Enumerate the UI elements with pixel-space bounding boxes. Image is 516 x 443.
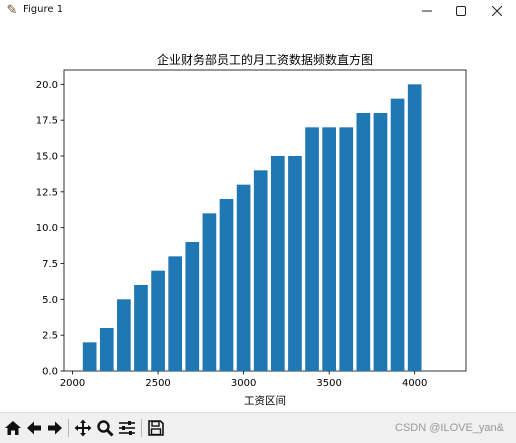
histogram-bar — [202, 213, 217, 371]
save-floppy-icon — [148, 420, 164, 436]
histogram-bar — [253, 170, 268, 371]
matplotlib-toolbar: CSDN @ILOVE_yan& — [0, 412, 516, 443]
histogram-bar — [288, 156, 302, 371]
histogram-bar — [168, 256, 183, 371]
figure-canvas: 企业财务部员工的月工资数据频数直方图 0.0 2.5 5.0 7.5 10.0 12.5 1… — [0, 21, 516, 412]
pan-move-icon — [74, 419, 92, 437]
zoom-button[interactable] — [94, 417, 116, 439]
bar-chart: 企业财务部员工的月工资数据频数直方图 0.0 2.5 5.0 7.5 10.0 12.5 1… — [36, 52, 467, 407]
histogram-bar — [185, 242, 200, 371]
histogram-bar — [151, 270, 165, 371]
zoom-magnifier-icon — [97, 420, 114, 437]
back-button[interactable] — [23, 417, 45, 439]
close-icon — [492, 5, 502, 16]
home-button[interactable] — [2, 417, 24, 439]
y-tick-label: 17.5 — [36, 116, 58, 127]
y-tick-label: 5.0 — [42, 295, 58, 306]
toolbar-separator — [68, 419, 69, 437]
histogram-bar — [219, 199, 234, 371]
chart-title: 企业财务部员工的月工资数据频数直方图 — [157, 52, 373, 67]
histogram-bar — [134, 285, 148, 371]
x-tick-label: 2500 — [145, 378, 170, 389]
y-tick-label: 20.0 — [36, 80, 58, 91]
minimize-icon — [422, 10, 432, 11]
figure-app-icon: ✎ — [6, 3, 18, 18]
x-tick-label: 3000 — [231, 378, 256, 389]
y-tick-label: 7.5 — [42, 259, 58, 270]
x-tick-label: 2000 — [60, 378, 85, 389]
configure-subplots-button[interactable] — [116, 417, 138, 439]
window-title: Figure 1 — [23, 4, 64, 15]
x-axis-label: 工资区间 — [244, 394, 286, 407]
save-button[interactable] — [145, 417, 167, 439]
watermark-text: CSDN @ILOVE_yan& — [395, 422, 504, 434]
histogram-bar — [270, 156, 285, 371]
histogram-bar — [305, 127, 319, 371]
histogram-bar — [373, 113, 388, 371]
histogram-bar — [117, 299, 131, 371]
toolbar-separator — [141, 419, 142, 437]
histogram-bar — [356, 113, 371, 371]
configure-subplots-icon — [119, 421, 135, 435]
histogram-bar — [339, 127, 354, 371]
maximize-icon — [456, 5, 466, 16]
y-tick-label: 10.0 — [36, 223, 58, 234]
close-button[interactable] — [480, 0, 514, 21]
histogram-bar — [82, 342, 97, 371]
y-tick-label: 15.0 — [36, 152, 58, 163]
x-tick-label: 3500 — [316, 378, 341, 389]
x-tick-label: 4000 — [402, 378, 427, 389]
forward-button[interactable] — [44, 417, 66, 439]
forward-arrow-icon — [48, 421, 62, 435]
window-titlebar: ✎ Figure 1 — [0, 0, 516, 21]
home-icon — [5, 421, 21, 435]
histogram-bar — [322, 127, 336, 371]
histogram-bar — [390, 98, 405, 372]
minimize-button[interactable] — [410, 0, 444, 21]
y-tick-label: 0.0 — [42, 367, 58, 378]
histogram-bar — [99, 328, 114, 371]
y-tick-label: 2.5 — [42, 331, 58, 342]
pan-button[interactable] — [72, 417, 94, 439]
y-tick-label: 12.5 — [36, 187, 58, 198]
histogram-bar — [407, 84, 422, 372]
maximize-button[interactable] — [444, 0, 478, 21]
back-arrow-icon — [27, 421, 41, 435]
histogram-bar — [236, 184, 251, 371]
